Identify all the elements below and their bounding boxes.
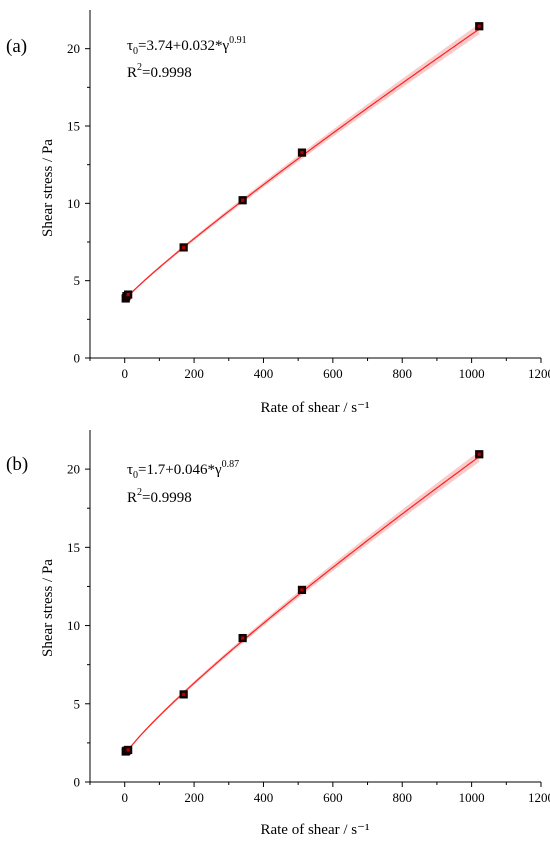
x-tick-label-b: 0 [121,790,128,805]
x-tick-label-b: 400 [254,790,274,805]
data-point-marker-core [126,292,130,297]
data-point-marker-core [241,198,245,202]
data-point-b [297,585,307,594]
y-tick-label-b: 20 [67,462,80,477]
data-point-b [475,450,484,459]
chart-panel-a: (a) Shear stress / Pa Rate of shear / s⁻… [6,10,550,416]
data-point-a [179,243,188,252]
y-tick-label-b: 10 [67,618,80,633]
x-tick-label-a: 600 [323,366,343,381]
y-axis-title-a: Shear stress / Pa [40,139,56,237]
data-point-b [124,745,133,755]
x-tick-label-b: 800 [392,790,412,805]
chart-panel-b: (b) Shear stress / Pa Rate of shear / s⁻… [6,430,550,838]
data-point-a [297,148,307,157]
x-tick-label-a: 400 [254,366,274,381]
data-point-marker-core [300,588,304,592]
data-point-marker-core [182,692,186,696]
x-tick-label-a: 800 [392,366,412,381]
data-point-marker-core [241,636,245,640]
data-point-b [179,690,188,699]
panel-label-a: (a) [6,36,27,57]
r-squared-a: R2=0.9998 [127,62,192,81]
y-tick-label-a: 5 [74,273,81,288]
data-point-marker-core [182,245,186,250]
data-point-marker-core [300,151,304,155]
r-squared-b: R2=0.9998 [127,487,192,506]
y-tick-label-b: 15 [67,540,80,555]
data-point-a [238,196,247,205]
x-tick-label-a: 1000 [459,366,485,381]
data-point-marker-core [126,748,130,752]
fit-equation-b: τ0=1.7+0.046*γ0.87 [127,459,239,481]
panel-label-b: (b) [6,454,28,475]
x-axis-title-a: Rate of shear / s⁻¹ [260,400,369,416]
y-tick-label-a: 10 [67,196,80,211]
y-tick-label-b: 0 [74,775,81,790]
fit-confidence-band-b [124,451,480,757]
data-point-b [238,633,247,643]
x-tick-label-b: 200 [184,790,204,805]
x-tick-label-b: 600 [323,790,343,805]
y-axis-title-b: Shear stress / Pa [40,559,56,657]
x-tick-label-a: 0 [121,366,128,381]
data-point-marker-core [477,452,481,456]
y-tick-label-b: 5 [74,696,81,711]
x-tick-label-b: 1000 [459,790,485,805]
fit-equation-a: τ0=3.74+0.032*γ0.91 [127,35,247,57]
x-axis-title-b: Rate of shear / s⁻¹ [260,822,369,838]
data-point-a [124,290,133,299]
fit-confidence-band-a [124,23,480,302]
y-tick-label-a: 0 [74,351,81,366]
data-point-a [475,22,484,31]
y-tick-label-a: 20 [67,41,80,56]
y-tick-label-a: 15 [67,119,80,134]
x-tick-label-a: 200 [184,366,204,381]
data-point-marker-core [477,24,481,28]
